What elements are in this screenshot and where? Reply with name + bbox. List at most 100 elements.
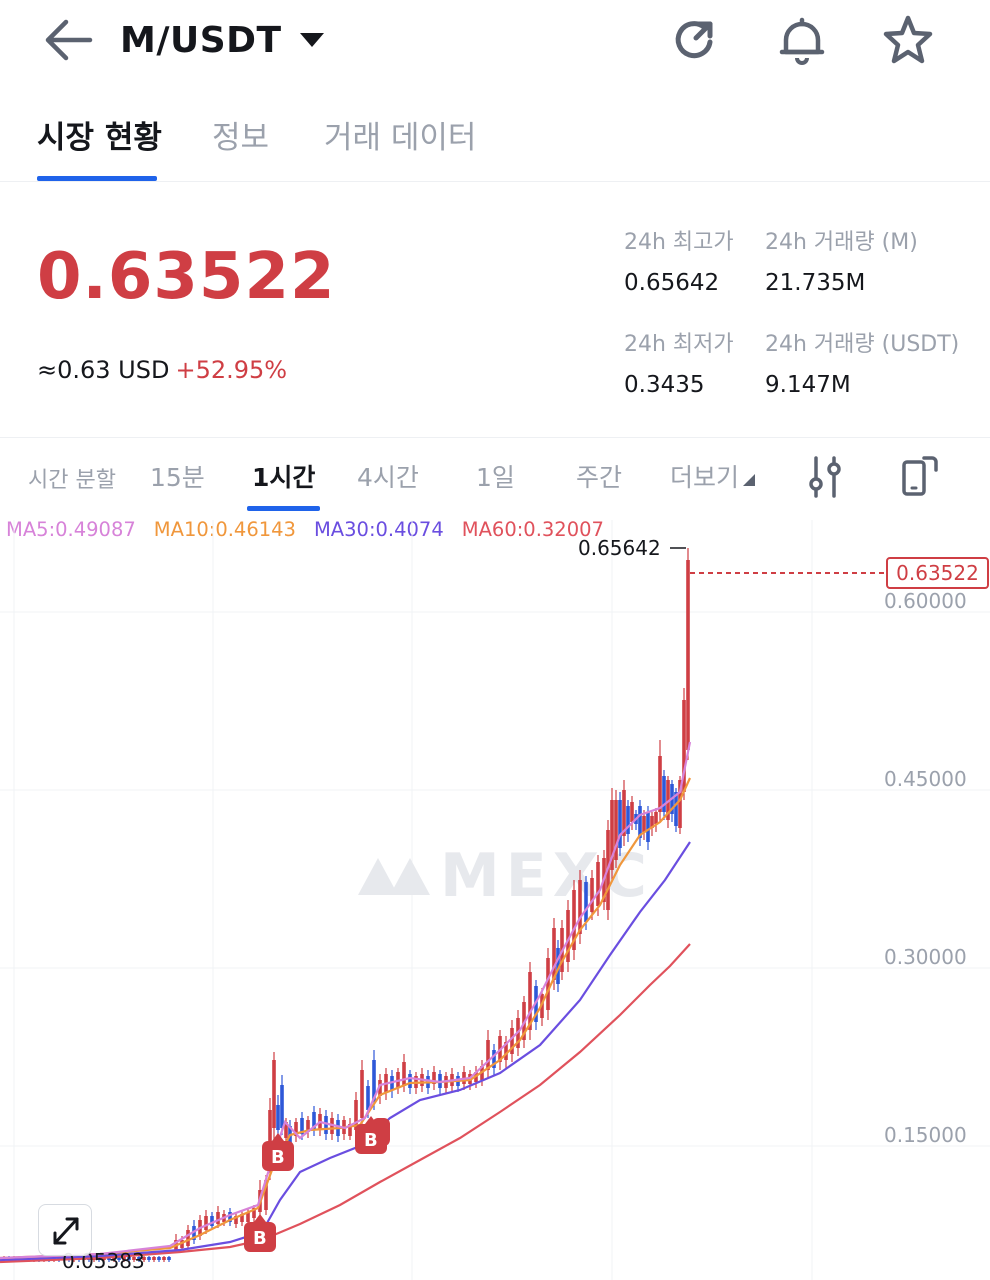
ma10-line: [0, 777, 692, 1260]
candle-body: [614, 800, 618, 860]
candle-body: [366, 1086, 370, 1110]
indicator-settings-icon[interactable]: [800, 452, 850, 502]
candle-body: [372, 1060, 376, 1102]
volume-m-value: 21.735M: [765, 270, 866, 296]
candle-body: [360, 1070, 364, 1118]
interval-1h[interactable]: 1시간: [252, 463, 316, 492]
active-tab-indicator: [37, 176, 157, 181]
candle-body: [300, 1118, 304, 1134]
candle-body: [264, 1180, 268, 1210]
candle-body: [674, 792, 678, 826]
candle-body: [152, 1257, 156, 1260]
high-marker-label: 0.65642: [578, 536, 661, 560]
pair-title: M/USDT: [120, 19, 282, 61]
candle-body: [546, 958, 550, 1010]
fullscreen-button[interactable]: [38, 1204, 92, 1256]
buy-marker[interactable]: B: [355, 1116, 390, 1154]
y-tick-label: 0.15000: [884, 1123, 967, 1147]
volume-usdt-label: 24h 거래량 (USDT): [765, 332, 960, 357]
star-icon[interactable]: [878, 12, 938, 68]
volume-usdt-value: 9.147M: [765, 372, 851, 398]
candle-body: [312, 1112, 316, 1130]
candle-body: [682, 700, 686, 792]
tab-market[interactable]: 시장 현황: [37, 120, 162, 156]
y-tick-label: 0.45000: [884, 767, 967, 791]
candle-body: [556, 948, 560, 984]
candle-body: [216, 1212, 220, 1224]
ma30-line: [0, 841, 691, 1262]
rotate-screen-icon[interactable]: [894, 452, 944, 502]
interval-week[interactable]: 주간: [576, 463, 623, 492]
change-percent: +52.95%: [175, 356, 288, 384]
y-tick-label: 0.30000: [884, 945, 967, 969]
candle-body: [210, 1216, 214, 1226]
candle-body: [610, 800, 614, 870]
candle-body: [658, 756, 662, 812]
candle-body: [147, 1257, 151, 1260]
candle-body: [596, 862, 600, 906]
candle-body: [142, 1257, 146, 1260]
interval-1d[interactable]: 1일: [476, 463, 515, 492]
price-sub: ≈0.63 USD +52.95%: [37, 356, 287, 384]
interval-15m[interactable]: 15분: [150, 463, 205, 492]
candle-body: [246, 1212, 250, 1222]
candle-body: [402, 1062, 406, 1086]
candle-body: [192, 1226, 196, 1240]
last-price: 0.63522: [37, 240, 336, 314]
candle-body: [626, 806, 630, 834]
buy-marker-text: B: [271, 1147, 285, 1168]
price-chart[interactable]: MEXC 0.60000 0.45000 0.30000 0.15000 0.6…: [0, 510, 990, 1280]
high-value: 0.65642: [624, 270, 720, 296]
ma60-label: MA60:0.32007: [461, 518, 604, 541]
candle-body: [137, 1257, 141, 1260]
candle-body: [117, 1257, 121, 1260]
candle-body: [638, 806, 642, 838]
candle-body: [584, 882, 588, 922]
candle-body: [666, 780, 670, 820]
tab-info[interactable]: 정보: [212, 120, 270, 156]
candle-body: [492, 1050, 496, 1068]
candle-body: [268, 1110, 272, 1170]
interval-timeline[interactable]: 시간 분할: [28, 468, 116, 493]
buy-marker[interactable]: B: [262, 1133, 294, 1171]
candle-body: [650, 816, 654, 828]
candle-body: [486, 1040, 490, 1070]
candle-body: [662, 776, 666, 812]
ma10-label: MA10:0.46143: [153, 518, 296, 541]
candle-body: [162, 1257, 166, 1260]
candle-body: [324, 1116, 328, 1134]
volume-m-label: 24h 거래량 (M): [765, 230, 918, 255]
candle-body: [122, 1257, 126, 1260]
expand-icon: [53, 1217, 79, 1245]
candle-body: [284, 1122, 288, 1138]
candle-body: [552, 928, 556, 980]
candle-body: [240, 1214, 244, 1222]
candle-body: [654, 812, 658, 824]
candle-body: [590, 878, 594, 912]
divider: [0, 437, 990, 438]
pair-selector[interactable]: M/USDT: [120, 16, 324, 64]
low-label: 24h 최저가: [624, 332, 734, 357]
candle-body: [510, 1028, 514, 1054]
interval-more[interactable]: 더보기: [670, 458, 756, 494]
candle-body: [127, 1257, 131, 1260]
top-bar: M/USDT: [0, 0, 990, 84]
candle-body: [234, 1216, 238, 1224]
candle-body: [566, 910, 570, 962]
interval-4h[interactable]: 4시간: [357, 463, 419, 492]
refresh-icon[interactable]: [666, 12, 726, 68]
candle-body: [132, 1257, 136, 1260]
tab-trade-data[interactable]: 거래 데이터: [324, 120, 477, 156]
candle-body: [572, 890, 576, 950]
buy-marker-text: B: [253, 1228, 267, 1249]
back-arrow-icon[interactable]: [40, 14, 96, 66]
buy-marker[interactable]: B: [244, 1214, 276, 1252]
candle-body: [630, 802, 634, 822]
candle-body: [204, 1216, 208, 1230]
main-tabs: 시장 현황 정보 거래 데이터: [0, 92, 990, 182]
high-label: 24h 최고가: [624, 230, 734, 255]
bell-icon[interactable]: [772, 12, 832, 68]
candle-body: [348, 1124, 352, 1136]
candle-body: [112, 1257, 116, 1260]
candle-body: [646, 812, 650, 842]
